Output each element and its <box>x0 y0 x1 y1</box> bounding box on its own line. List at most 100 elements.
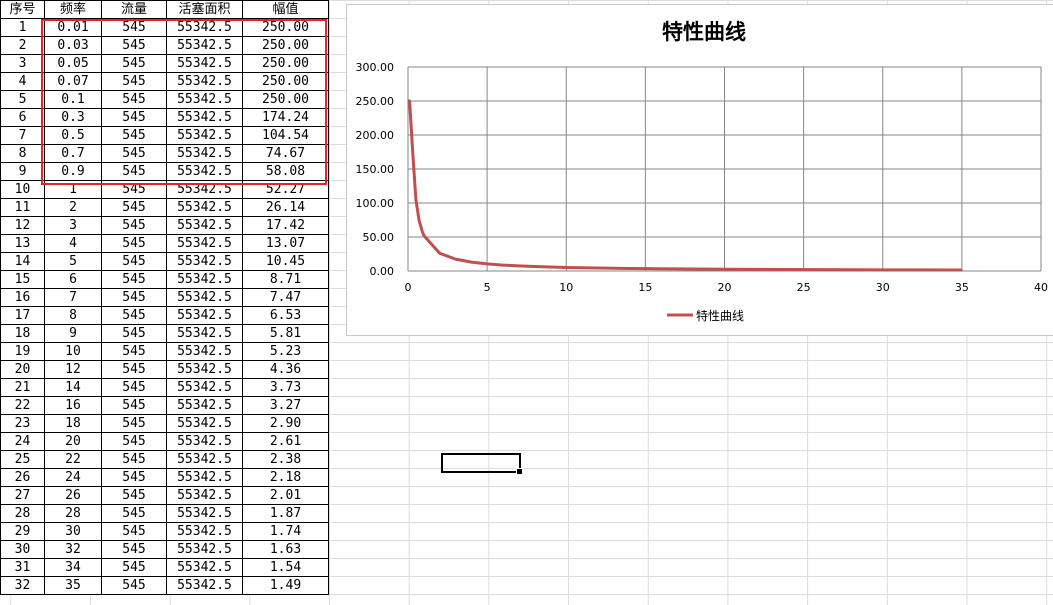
cell-index[interactable]: 17 <box>0 306 45 325</box>
cell-flow[interactable]: 545 <box>101 306 167 325</box>
cell-index[interactable]: 24 <box>0 432 45 451</box>
cell-amplitude[interactable]: 52.27 <box>242 180 329 199</box>
cell-amplitude[interactable]: 4.36 <box>242 360 329 379</box>
cell-index[interactable]: 2 <box>0 36 45 55</box>
cell-index[interactable]: 14 <box>0 252 45 271</box>
cell-flow[interactable]: 545 <box>101 126 167 145</box>
cell-index[interactable]: 13 <box>0 234 45 253</box>
cell-amplitude[interactable]: 1.63 <box>242 540 329 559</box>
cell-flow[interactable]: 545 <box>101 90 167 109</box>
cell-piston-area[interactable]: 55342.5 <box>166 162 243 181</box>
cell-index[interactable]: 4 <box>0 72 45 91</box>
cell-piston-area[interactable]: 55342.5 <box>166 378 243 397</box>
cell-amplitude[interactable]: 58.08 <box>242 162 329 181</box>
cell-amplitude[interactable]: 250.00 <box>242 54 329 73</box>
cell-piston-area[interactable]: 55342.5 <box>166 18 243 37</box>
cell-amplitude[interactable]: 17.42 <box>242 216 329 235</box>
cell-flow[interactable]: 545 <box>101 396 167 415</box>
cell-index[interactable]: 15 <box>0 270 45 289</box>
cell-frequency[interactable]: 0.07 <box>44 72 102 91</box>
cell-amplitude[interactable]: 3.27 <box>242 396 329 415</box>
cell-index[interactable]: 8 <box>0 144 45 163</box>
cell-frequency[interactable]: 12 <box>44 360 102 379</box>
cell-frequency[interactable]: 9 <box>44 324 102 343</box>
cell-piston-area[interactable]: 55342.5 <box>166 216 243 235</box>
cell-frequency[interactable]: 24 <box>44 468 102 487</box>
cell-flow[interactable]: 545 <box>101 540 167 559</box>
cell-amplitude[interactable]: 2.61 <box>242 432 329 451</box>
cell-frequency[interactable]: 8 <box>44 306 102 325</box>
cell-piston-area[interactable]: 55342.5 <box>166 234 243 253</box>
cell-index[interactable]: 27 <box>0 486 45 505</box>
cell-frequency[interactable]: 28 <box>44 504 102 523</box>
cell-piston-area[interactable]: 55342.5 <box>166 522 243 541</box>
cell-frequency[interactable]: 0.5 <box>44 126 102 145</box>
cell-index[interactable]: 7 <box>0 126 45 145</box>
cell-frequency[interactable]: 14 <box>44 378 102 397</box>
cell-amplitude[interactable]: 5.23 <box>242 342 329 361</box>
cell-frequency[interactable]: 0.01 <box>44 18 102 37</box>
cell-piston-area[interactable]: 55342.5 <box>166 108 243 127</box>
cell-amplitude[interactable]: 2.38 <box>242 450 329 469</box>
cell-amplitude[interactable]: 8.71 <box>242 270 329 289</box>
cell-index[interactable]: 1 <box>0 18 45 37</box>
cell-flow[interactable]: 545 <box>101 72 167 91</box>
cell-amplitude[interactable]: 250.00 <box>242 18 329 37</box>
cell-frequency[interactable]: 32 <box>44 540 102 559</box>
cell-index[interactable]: 20 <box>0 360 45 379</box>
cell-frequency[interactable]: 7 <box>44 288 102 307</box>
cell-frequency[interactable]: 16 <box>44 396 102 415</box>
header-cell-index[interactable]: 序号 <box>0 0 45 19</box>
cell-flow[interactable]: 545 <box>101 234 167 253</box>
cell-amplitude[interactable]: 3.73 <box>242 378 329 397</box>
cell-amplitude[interactable]: 1.74 <box>242 522 329 541</box>
cell-piston-area[interactable]: 55342.5 <box>166 306 243 325</box>
cell-frequency[interactable]: 22 <box>44 450 102 469</box>
cell-amplitude[interactable]: 6.53 <box>242 306 329 325</box>
cell-index[interactable]: 6 <box>0 108 45 127</box>
cell-amplitude[interactable]: 250.00 <box>242 90 329 109</box>
cell-frequency[interactable]: 0.7 <box>44 144 102 163</box>
cell-flow[interactable]: 545 <box>101 414 167 433</box>
cell-frequency[interactable]: 10 <box>44 342 102 361</box>
cell-piston-area[interactable]: 55342.5 <box>166 396 243 415</box>
cell-piston-area[interactable]: 55342.5 <box>166 432 243 451</box>
cell-index[interactable]: 22 <box>0 396 45 415</box>
cell-flow[interactable]: 545 <box>101 360 167 379</box>
cell-flow[interactable]: 545 <box>101 468 167 487</box>
cell-piston-area[interactable]: 55342.5 <box>166 126 243 145</box>
cell-index[interactable]: 32 <box>0 576 45 595</box>
cell-index[interactable]: 26 <box>0 468 45 487</box>
cell-piston-area[interactable]: 55342.5 <box>166 288 243 307</box>
cell-amplitude[interactable]: 1.87 <box>242 504 329 523</box>
cell-frequency[interactable]: 26 <box>44 486 102 505</box>
cell-amplitude[interactable]: 2.90 <box>242 414 329 433</box>
cell-index[interactable]: 11 <box>0 198 45 217</box>
cell-index[interactable]: 29 <box>0 522 45 541</box>
header-cell-frequency[interactable]: 频率 <box>44 0 102 19</box>
cell-piston-area[interactable]: 55342.5 <box>166 36 243 55</box>
header-cell-flow[interactable]: 流量 <box>101 0 167 19</box>
cell-flow[interactable]: 545 <box>101 576 167 595</box>
cell-flow[interactable]: 545 <box>101 108 167 127</box>
cell-flow[interactable]: 545 <box>101 216 167 235</box>
cell-piston-area[interactable]: 55342.5 <box>166 270 243 289</box>
cell-amplitude[interactable]: 1.49 <box>242 576 329 595</box>
cell-frequency[interactable]: 18 <box>44 414 102 433</box>
cell-frequency[interactable]: 0.03 <box>44 36 102 55</box>
cell-piston-area[interactable]: 55342.5 <box>166 90 243 109</box>
cell-flow[interactable]: 545 <box>101 450 167 469</box>
cell-piston-area[interactable]: 55342.5 <box>166 324 243 343</box>
cell-index[interactable]: 9 <box>0 162 45 181</box>
cell-piston-area[interactable]: 55342.5 <box>166 450 243 469</box>
cell-amplitude[interactable]: 26.14 <box>242 198 329 217</box>
cell-flow[interactable]: 545 <box>101 504 167 523</box>
cell-frequency[interactable]: 2 <box>44 198 102 217</box>
cell-index[interactable]: 18 <box>0 324 45 343</box>
cell-flow[interactable]: 545 <box>101 558 167 577</box>
cell-index[interactable]: 5 <box>0 90 45 109</box>
cell-amplitude[interactable]: 5.81 <box>242 324 329 343</box>
cell-piston-area[interactable]: 55342.5 <box>166 72 243 91</box>
cell-flow[interactable]: 545 <box>101 288 167 307</box>
cell-index[interactable]: 16 <box>0 288 45 307</box>
